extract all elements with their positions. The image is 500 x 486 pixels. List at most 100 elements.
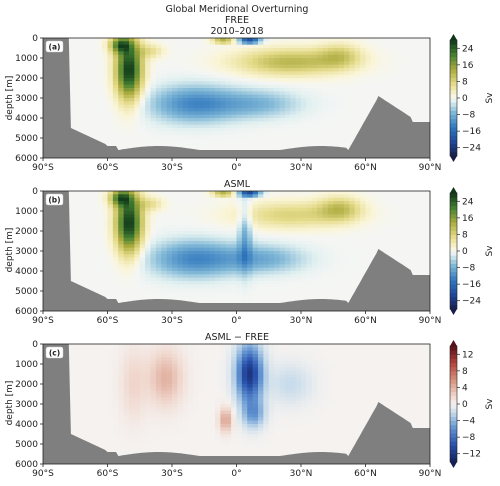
heatmap-cell <box>188 267 195 272</box>
heatmap-cell <box>306 264 313 269</box>
heatmap-cell <box>80 121 87 126</box>
heatmap-cell <box>145 41 152 46</box>
heatmap-cell <box>392 237 399 242</box>
heatmap-cell <box>301 194 307 199</box>
heatmap-cell <box>387 231 393 235</box>
heatmap-cell <box>274 48 281 52</box>
heatmap-cell <box>150 277 157 282</box>
heatmap-cell <box>102 201 109 205</box>
heatmap-cell <box>107 264 114 269</box>
heatmap-cell <box>225 54 232 59</box>
heatmap-cell <box>139 281 146 285</box>
heatmap-cell <box>188 88 195 92</box>
heatmap-cell <box>268 121 275 126</box>
heatmap-cell <box>263 224 270 229</box>
heatmap-cell <box>247 114 254 119</box>
heatmap-cell <box>188 227 195 232</box>
heatmap-cell <box>215 207 221 212</box>
heatmap-cell <box>349 281 356 285</box>
heatmap-cell <box>376 191 383 195</box>
heatmap-cell <box>188 221 195 225</box>
heatmap-cell <box>80 204 87 209</box>
heatmap-cell <box>258 261 264 265</box>
heatmap-cell <box>172 274 178 279</box>
heatmap-cell <box>123 274 130 279</box>
heatmap-cell <box>247 291 254 295</box>
heatmap-cell <box>360 204 367 209</box>
heatmap-cell <box>322 84 329 89</box>
heatmap-cell <box>360 58 367 62</box>
heatmap-cell <box>166 294 173 299</box>
heatmap-cell <box>284 197 291 202</box>
heatmap-cell <box>387 48 393 52</box>
heatmap-cell <box>354 118 361 122</box>
heatmap-cell <box>387 54 393 59</box>
heatmap-cell <box>344 217 350 222</box>
heatmap-cell <box>172 118 178 122</box>
heatmap-cell <box>118 197 125 202</box>
heatmap-cell <box>134 128 141 132</box>
heatmap-cell <box>75 84 82 89</box>
heatmap-cell <box>392 191 399 195</box>
heatmap-cell <box>284 227 291 232</box>
heatmap-cell <box>188 287 195 292</box>
heatmap-cell <box>80 244 87 249</box>
heatmap-cell <box>322 141 329 146</box>
heatmap-cell <box>123 71 130 76</box>
heatmap-cell <box>295 224 302 229</box>
heatmap-cell <box>188 234 195 239</box>
heatmap-cell <box>161 101 168 106</box>
heatmap-cell <box>344 54 350 59</box>
heatmap-cell <box>365 94 372 99</box>
heatmap-cell <box>290 251 297 255</box>
heatmap-cell <box>333 251 340 255</box>
heatmap-cell <box>284 237 291 242</box>
heatmap-cell <box>112 211 119 215</box>
heatmap-cell <box>376 221 383 225</box>
heatmap-cell <box>209 234 216 239</box>
heatmap-cell <box>333 51 340 56</box>
heatmap-cell <box>112 124 119 129</box>
heatmap-cell <box>177 94 184 99</box>
heatmap-cell <box>344 264 350 269</box>
heatmap-cell <box>215 124 221 129</box>
heatmap-cell <box>91 264 98 269</box>
heatmap-cell <box>387 101 393 106</box>
heatmap-cell <box>360 244 367 249</box>
heatmap-cell <box>268 98 275 102</box>
heatmap-cell <box>80 221 87 225</box>
heatmap-cell <box>306 61 313 66</box>
heatmap-cell <box>236 287 243 292</box>
heatmap-cell <box>338 257 345 262</box>
heatmap-cell <box>198 257 205 262</box>
heatmap-cell <box>129 131 135 136</box>
heatmap-cell <box>311 221 318 225</box>
heatmap-cell <box>252 294 259 299</box>
heatmap-cell <box>311 61 318 66</box>
heatmap-cell <box>75 214 82 219</box>
heatmap-cell <box>96 271 103 275</box>
heatmap-cell <box>247 204 254 209</box>
heatmap-cell <box>376 211 383 215</box>
heatmap-cell <box>263 108 270 112</box>
heatmap-cell <box>258 74 264 79</box>
heatmap-cell <box>247 277 254 282</box>
heatmap-cell <box>268 91 275 96</box>
heatmap-cell <box>91 221 98 225</box>
heatmap-cell <box>258 78 264 82</box>
heatmap-cell <box>69 101 76 106</box>
heatmap-cell <box>145 88 152 92</box>
heatmap-cell <box>139 224 146 229</box>
heatmap-cell <box>247 124 254 129</box>
heatmap-cell <box>263 217 270 222</box>
heatmap-cell <box>408 38 415 42</box>
heatmap-cell <box>182 267 189 272</box>
heatmap-cell <box>123 264 130 269</box>
heatmap-cell <box>392 241 399 245</box>
heatmap-cell <box>225 61 232 66</box>
heatmap-cell <box>231 41 238 46</box>
heatmap-cell <box>188 111 195 116</box>
heatmap-cell <box>268 237 275 242</box>
heatmap-cell <box>252 61 259 66</box>
heatmap-cell <box>258 41 264 46</box>
